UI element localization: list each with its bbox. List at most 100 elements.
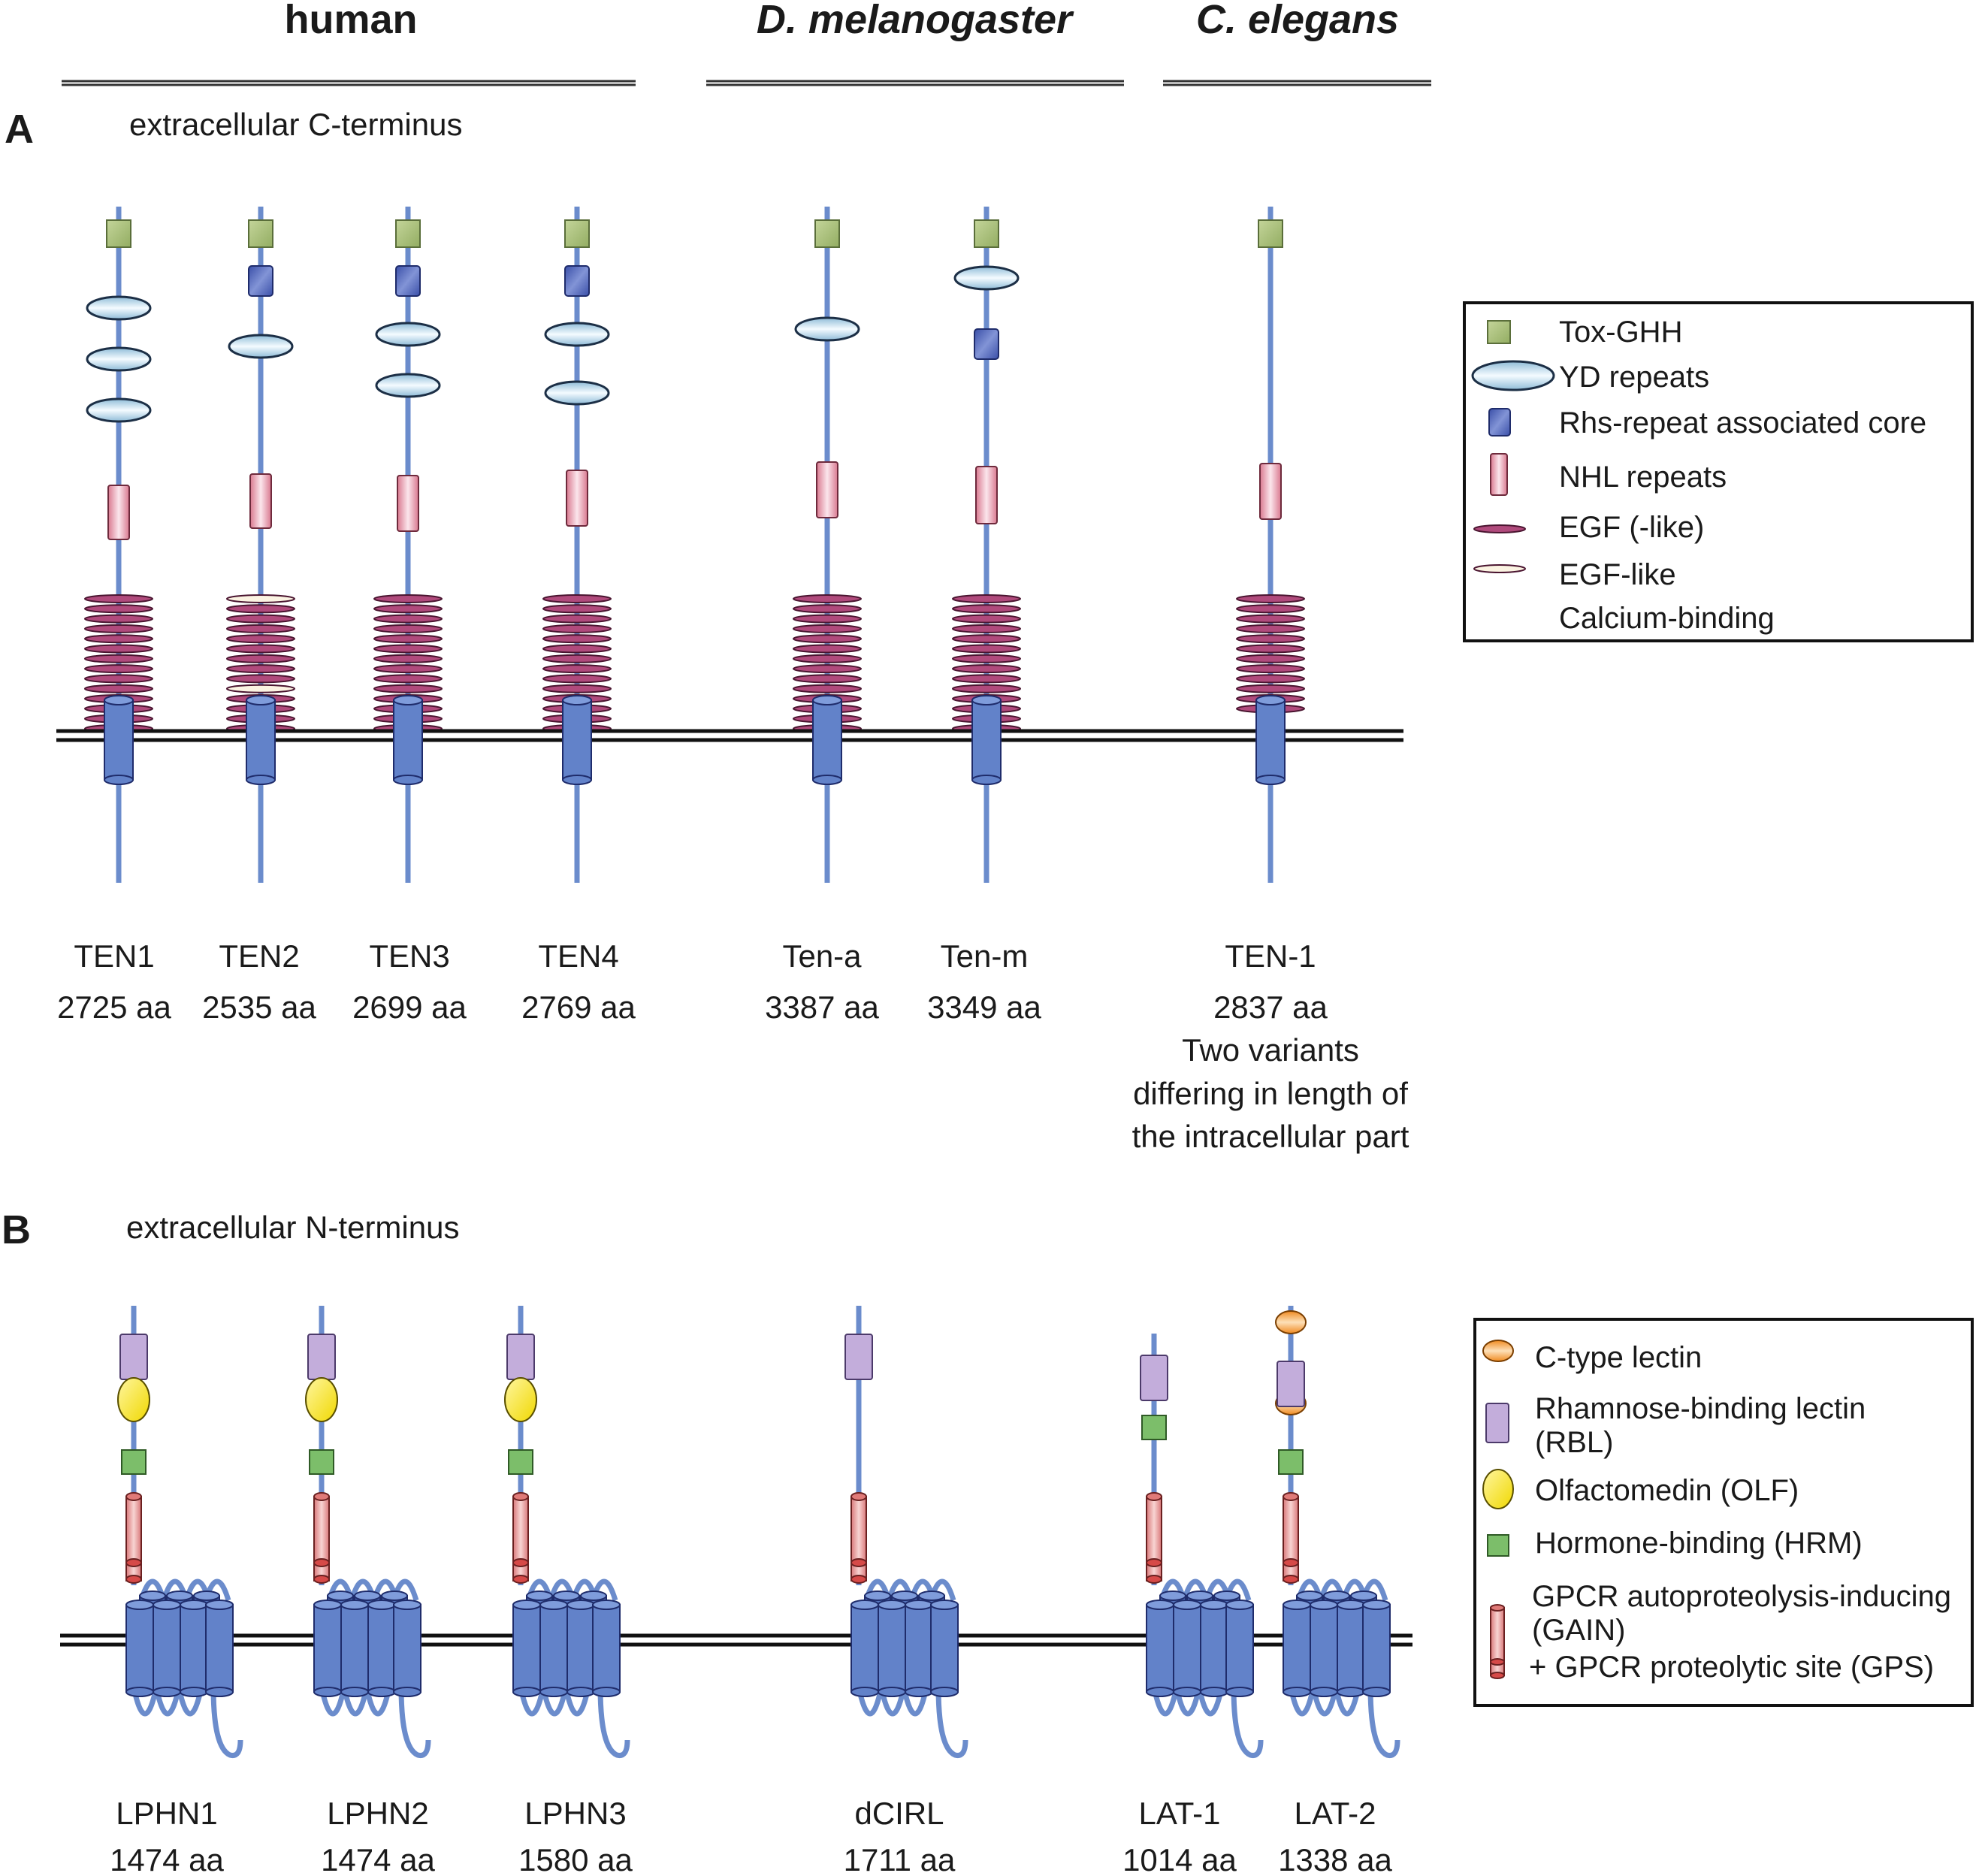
c-type-lectin-icon xyxy=(1482,1340,1514,1362)
egf-domain xyxy=(226,604,295,614)
transmembrane-cylinder xyxy=(562,695,592,785)
yd-repeat-domain xyxy=(86,397,152,423)
egf-domain xyxy=(952,614,1021,624)
teneurin-labels: TEN1 2725 aa TEN2 2535 aa TEN3 2699 aa TEN4 276… xyxy=(57,938,1328,1025)
yd-repeat-domain xyxy=(375,322,441,347)
egf-domain xyxy=(793,644,862,654)
rbl-domain xyxy=(1140,1355,1168,1401)
lphn1-length: 1474 aa xyxy=(110,1842,224,1876)
egf-domain xyxy=(373,624,443,633)
egf-domain xyxy=(226,624,295,633)
legend-a-egf: EGF (-like) xyxy=(1559,511,1704,544)
egf-domain xyxy=(84,664,153,674)
legend-a-egf-like: EGF-like xyxy=(1559,558,1676,591)
panel-b-letter: B xyxy=(2,1207,31,1252)
lphn2-length: 1474 aa xyxy=(321,1842,435,1876)
legend-b-gain-line-3: + GPCR proteolytic site (GPS) xyxy=(1529,1651,1934,1684)
egf-domain xyxy=(793,604,862,614)
gain-gps-domain xyxy=(512,1492,529,1584)
egf-domain xyxy=(1236,684,1305,693)
egf-domain xyxy=(793,674,862,684)
egf-domain xyxy=(952,654,1021,663)
legend-a-yd-repeats: YD repeats xyxy=(1559,361,1709,394)
yd-repeat-domain xyxy=(86,295,152,321)
legend-b-gain-line-1: GPCR autoproteolysis-inducing xyxy=(1532,1580,1951,1613)
egf-domain xyxy=(542,604,612,614)
egf-domain xyxy=(952,674,1021,684)
egf-domain xyxy=(84,624,153,633)
lat-2-length: 1338 aa xyxy=(1278,1842,1392,1876)
rbl-domain xyxy=(506,1334,535,1380)
egf-domain xyxy=(373,594,443,603)
yd-repeat-domain xyxy=(794,316,860,342)
ten2-name: TEN2 xyxy=(219,938,299,974)
egf-domain xyxy=(542,654,612,663)
ten-a-name: Ten-a xyxy=(782,938,862,974)
nhl-repeats-domain xyxy=(566,470,588,527)
teneurin-ten-a xyxy=(793,207,862,883)
rbl-domain xyxy=(307,1334,336,1380)
egf-domain xyxy=(952,604,1021,614)
tox-ghh-icon xyxy=(1487,320,1511,344)
nhl-repeats-icon xyxy=(1490,453,1508,496)
teneurin-ten1 xyxy=(84,207,153,883)
lphn3-length: 1580 aa xyxy=(518,1842,633,1876)
c-type-lectin-domain xyxy=(1275,1310,1307,1334)
egf-domain xyxy=(793,664,862,674)
egf-domain xyxy=(1236,634,1305,644)
header-human: human xyxy=(284,0,417,42)
egf-domain xyxy=(1236,594,1305,603)
rhs-core-domain xyxy=(974,328,999,360)
rbl-domain xyxy=(844,1334,873,1380)
ten-m-name: Ten-m xyxy=(941,938,1029,974)
ten3-length: 2699 aa xyxy=(352,989,467,1025)
egf-calcium-domain xyxy=(226,594,295,603)
transmembrane-cylinder xyxy=(393,695,423,785)
legend-a-rhs-core: Rhs-repeat associated core xyxy=(1559,406,1926,440)
latrophilin-lat-1 xyxy=(1140,1334,1264,1759)
hrm-domain xyxy=(508,1449,533,1475)
egf-domain xyxy=(793,594,862,603)
egf-domain xyxy=(952,634,1021,644)
tox-ghh-domain xyxy=(106,219,131,248)
egf-domain xyxy=(226,634,295,644)
egf-domain xyxy=(373,634,443,644)
lat-2-name: LAT-2 xyxy=(1295,1796,1376,1831)
legend-b-gain-line-2: (GAIN) xyxy=(1532,1614,1625,1647)
transmembrane-cylinder xyxy=(246,695,276,785)
egf-domain xyxy=(1236,674,1305,684)
egf-domain xyxy=(542,684,612,693)
olfactomedin-domain xyxy=(305,1377,338,1422)
gain-gps-domain xyxy=(1146,1492,1162,1584)
egf-domain xyxy=(84,614,153,624)
hrm-icon xyxy=(1487,1534,1509,1557)
ten1-name: TEN1 xyxy=(74,938,154,974)
legend-a-calcium-binding: Calcium-binding xyxy=(1559,602,1775,635)
lphn3-name: LPHN3 xyxy=(524,1796,626,1831)
panel-a-subtitle: extracellular C-terminus xyxy=(129,107,462,142)
header-d-melanogaster: D. melanogaster xyxy=(757,0,1074,42)
rbl-domain xyxy=(1277,1361,1305,1407)
legend-b-rbl-line-2: (RBL) xyxy=(1535,1426,1613,1459)
membrane-a xyxy=(56,729,1403,742)
egf-domain xyxy=(84,644,153,654)
gain-gps-domain xyxy=(313,1492,330,1584)
transmembrane-cylinder xyxy=(1255,695,1286,785)
egf-domain xyxy=(226,644,295,654)
egf-domain xyxy=(1236,624,1305,633)
latrophilin-diagrams xyxy=(60,1306,1412,1759)
egf-domain xyxy=(793,654,862,663)
hrm-domain xyxy=(1278,1449,1304,1475)
tox-ghh-domain xyxy=(1258,219,1283,248)
transmembrane-cylinder xyxy=(104,695,134,785)
ten2-length: 2535 aa xyxy=(202,989,316,1025)
ten-1-note-line-1: Two variants xyxy=(1182,1032,1359,1068)
tox-ghh-domain xyxy=(395,219,421,248)
egf-domain xyxy=(84,674,153,684)
lat-1-name: LAT-1 xyxy=(1139,1796,1221,1831)
yd-repeat-domain xyxy=(228,334,294,359)
egf-domain xyxy=(1236,654,1305,663)
egf-domain xyxy=(542,614,612,624)
legend-a: Tox-GHH YD repeats Rhs-repeat associated… xyxy=(1463,301,1974,642)
